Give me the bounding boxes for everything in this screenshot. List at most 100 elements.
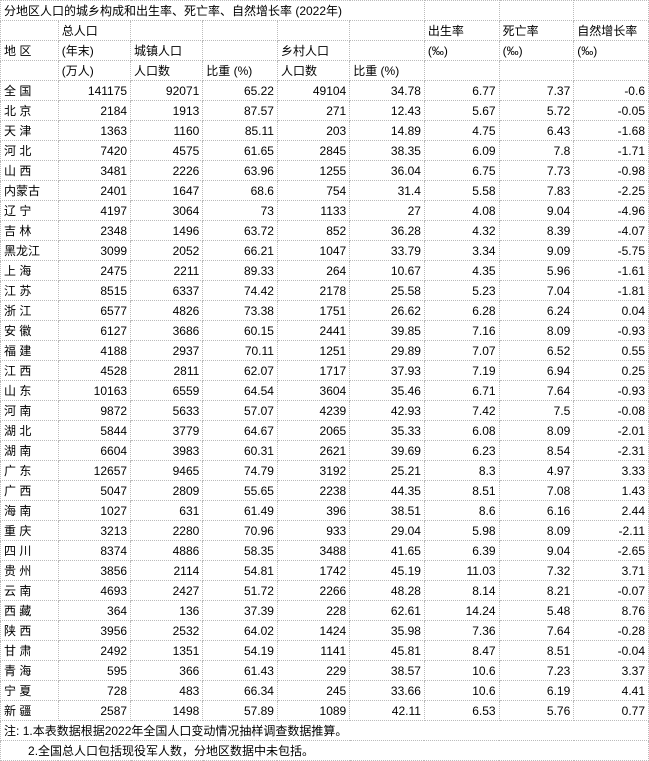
- cell-urban: 9465: [131, 461, 203, 481]
- cell-birth: 8.6: [424, 501, 499, 521]
- cell-death: 5.72: [499, 101, 574, 121]
- cell-rural: 933: [277, 521, 349, 541]
- cell-rural: 2178: [277, 281, 349, 301]
- cell-birth: 8.3: [424, 461, 499, 481]
- cell-growth: -1.81: [574, 281, 649, 301]
- cell-urban: 1351: [131, 641, 203, 661]
- cell-death: 8.09: [499, 521, 574, 541]
- cell-rural-pct: 27: [350, 201, 425, 221]
- cell-urban: 2809: [131, 481, 203, 501]
- cell-birth: 11.03: [424, 561, 499, 581]
- cell-region: 陕 西: [1, 621, 59, 641]
- cell-growth: -0.93: [574, 321, 649, 341]
- cell-death: 7.73: [499, 161, 574, 181]
- cell-rural: 1251: [277, 341, 349, 361]
- cell-urban-pct: 62.07: [203, 361, 278, 381]
- cell-total: 1027: [58, 501, 130, 521]
- table-row: 辽 宁41973064731133274.089.04-4.96: [1, 201, 649, 221]
- cell-urban-pct: 60.15: [203, 321, 278, 341]
- cell-growth: 0.25: [574, 361, 649, 381]
- cell-urban-pct: 64.54: [203, 381, 278, 401]
- cell-urban-pct: 74.79: [203, 461, 278, 481]
- cell-birth: 5.67: [424, 101, 499, 121]
- hdr-rural-pct: 比重 (%): [350, 61, 425, 81]
- cell-urban: 92071: [131, 81, 203, 101]
- cell-rural-pct: 29.89: [350, 341, 425, 361]
- cell-rural-pct: 39.69: [350, 441, 425, 461]
- cell-rural-pct: 34.78: [350, 81, 425, 101]
- cell-death: 6.52: [499, 341, 574, 361]
- cell-birth: 8.47: [424, 641, 499, 661]
- cell-rural: 1255: [277, 161, 349, 181]
- hdr-year-end: (年末): [58, 41, 130, 61]
- cell-death: 5.48: [499, 601, 574, 621]
- cell-birth: 7.16: [424, 321, 499, 341]
- cell-rural: 3604: [277, 381, 349, 401]
- cell-urban: 366: [131, 661, 203, 681]
- cell-birth: 4.32: [424, 221, 499, 241]
- cell-death: 6.43: [499, 121, 574, 141]
- cell-rural: 2621: [277, 441, 349, 461]
- cell-rural: 754: [277, 181, 349, 201]
- cell-death: 7.64: [499, 381, 574, 401]
- cell-rural: 852: [277, 221, 349, 241]
- cell-total: 4528: [58, 361, 130, 381]
- cell-death: 8.21: [499, 581, 574, 601]
- cell-growth: -0.08: [574, 401, 649, 421]
- cell-growth: -4.07: [574, 221, 649, 241]
- table-row: 西 藏36413637.3922862.6114.245.488.76: [1, 601, 649, 621]
- cell-rural-pct: 36.28: [350, 221, 425, 241]
- cell-urban-pct: 74.42: [203, 281, 278, 301]
- cell-urban: 4826: [131, 301, 203, 321]
- cell-region: 江 苏: [1, 281, 59, 301]
- table-row: 河 北7420457561.65284538.356.097.8-1.71: [1, 141, 649, 161]
- cell-total: 3856: [58, 561, 130, 581]
- cell-rural: 396: [277, 501, 349, 521]
- hdr-urban-count: 人口数: [131, 61, 203, 81]
- cell-total: 8515: [58, 281, 130, 301]
- cell-region: 全 国: [1, 81, 59, 101]
- cell-death: 7.8: [499, 141, 574, 161]
- cell-rural: 1133: [277, 201, 349, 221]
- cell-growth: 3.71: [574, 561, 649, 581]
- population-table: 分地区人口的城乡构成和出生率、死亡率、自然增长率 (2022年) 总人口 出生率…: [0, 0, 649, 761]
- cell-death: 6.16: [499, 501, 574, 521]
- cell-death: 9.04: [499, 541, 574, 561]
- table-body: 全 国1411759207165.224910434.786.777.37-0.…: [1, 81, 649, 721]
- cell-rural: 203: [277, 121, 349, 141]
- cell-total: 2348: [58, 221, 130, 241]
- cell-rural-pct: 10.67: [350, 261, 425, 281]
- cell-total: 2587: [58, 701, 130, 721]
- cell-rural-pct: 25.58: [350, 281, 425, 301]
- table-header: 分地区人口的城乡构成和出生率、死亡率、自然增长率 (2022年) 总人口 出生率…: [1, 1, 649, 81]
- cell-urban-pct: 61.43: [203, 661, 278, 681]
- cell-growth: -0.04: [574, 641, 649, 661]
- cell-birth: 6.71: [424, 381, 499, 401]
- cell-urban: 1913: [131, 101, 203, 121]
- cell-urban-pct: 51.72: [203, 581, 278, 601]
- cell-region: 浙 江: [1, 301, 59, 321]
- table-row: 四 川8374488658.35348841.656.399.04-2.65: [1, 541, 649, 561]
- cell-rural: 1751: [277, 301, 349, 321]
- hdr-permille-g: (‰): [574, 41, 649, 61]
- cell-total: 4693: [58, 581, 130, 601]
- cell-rural: 1047: [277, 241, 349, 261]
- hdr-growth: 自然增长率: [574, 21, 649, 41]
- cell-region: 海 南: [1, 501, 59, 521]
- cell-birth: 6.53: [424, 701, 499, 721]
- cell-birth: 7.36: [424, 621, 499, 641]
- cell-region: 广 西: [1, 481, 59, 501]
- cell-growth: 0.04: [574, 301, 649, 321]
- cell-growth: -1.71: [574, 141, 649, 161]
- table-row: 河 南9872563357.07423942.937.427.5-0.08: [1, 401, 649, 421]
- cell-death: 8.39: [499, 221, 574, 241]
- cell-urban-pct: 66.21: [203, 241, 278, 261]
- cell-urban: 3686: [131, 321, 203, 341]
- cell-region: 北 京: [1, 101, 59, 121]
- hdr-rural-count: 人口数: [277, 61, 349, 81]
- cell-death: 4.97: [499, 461, 574, 481]
- table-row: 陕 西3956253264.02142435.987.367.64-0.28: [1, 621, 649, 641]
- hdr-urban-pct: 比重 (%): [203, 61, 278, 81]
- cell-rural: 1717: [277, 361, 349, 381]
- cell-total: 3956: [58, 621, 130, 641]
